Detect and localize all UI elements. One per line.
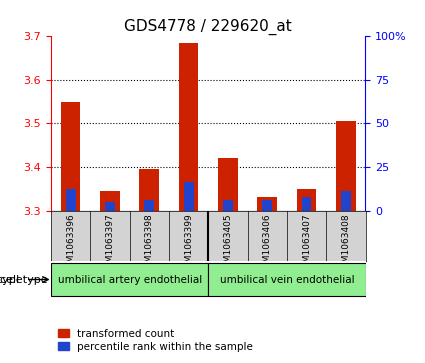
- Bar: [218, 158, 238, 211]
- Text: GSM1063396: GSM1063396: [66, 213, 75, 274]
- Bar: [139, 169, 159, 211]
- Bar: [184, 182, 193, 211]
- Text: GSM1063398: GSM1063398: [145, 213, 154, 274]
- Bar: [66, 189, 76, 211]
- Bar: [262, 200, 272, 211]
- Bar: [297, 189, 316, 211]
- Bar: [223, 200, 233, 211]
- Bar: [61, 102, 80, 211]
- Bar: [105, 202, 115, 211]
- Text: umbilical artery endothelial: umbilical artery endothelial: [57, 274, 202, 285]
- Text: GSM1063399: GSM1063399: [184, 213, 193, 274]
- Bar: [258, 197, 277, 211]
- Legend: transformed count, percentile rank within the sample: transformed count, percentile rank withi…: [56, 327, 255, 354]
- Text: GSM1063397: GSM1063397: [105, 213, 114, 274]
- Bar: [341, 191, 351, 211]
- Bar: [336, 121, 356, 211]
- Text: GSM1063406: GSM1063406: [263, 213, 272, 274]
- Text: GSM1063407: GSM1063407: [302, 213, 311, 274]
- Text: cell type: cell type: [0, 274, 23, 285]
- FancyBboxPatch shape: [208, 263, 366, 296]
- Text: GSM1063405: GSM1063405: [224, 213, 232, 274]
- FancyBboxPatch shape: [51, 263, 208, 296]
- Bar: [100, 191, 120, 211]
- Text: cell type: cell type: [0, 274, 48, 285]
- Bar: [302, 197, 312, 211]
- Text: umbilical vein endothelial: umbilical vein endothelial: [220, 274, 354, 285]
- Bar: [179, 43, 198, 211]
- Text: GSM1063408: GSM1063408: [341, 213, 350, 274]
- Bar: [144, 200, 154, 211]
- Title: GDS4778 / 229620_at: GDS4778 / 229620_at: [125, 19, 292, 35]
